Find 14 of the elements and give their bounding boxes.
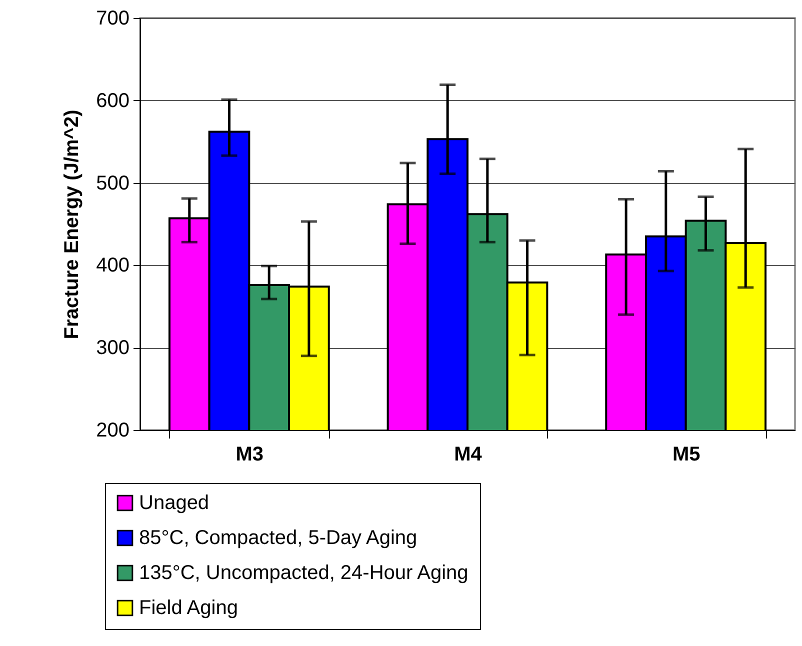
y-axis-title: Fracture Energy (J/m^2) (61, 110, 84, 340)
y-tick-label: 600 (96, 90, 130, 112)
x-tick-label: M4 (454, 444, 483, 466)
legend-label: 135°C, Uncompacted, 24-Hour Aging (139, 562, 468, 584)
y-tick-label: 200 (96, 420, 130, 442)
legend-label: 85°C, Compacted, 5-Day Aging (139, 527, 418, 549)
y-tick-label: 700 (96, 8, 130, 30)
y-tick-label: 400 (96, 254, 130, 277)
y-tick-label: 500 (96, 172, 130, 194)
legend-label: Unaged (139, 492, 210, 514)
x-tick-label: M3 (236, 444, 264, 466)
legend-label: Field Aging (139, 597, 238, 619)
x-tick-label: M5 (672, 444, 700, 466)
y-tick-label: 300 (96, 337, 130, 360)
